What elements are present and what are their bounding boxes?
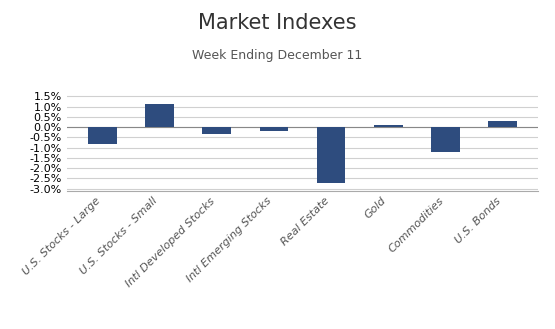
- Text: Market Indexes: Market Indexes: [198, 13, 357, 33]
- Bar: [88, 127, 117, 143]
- Bar: [488, 121, 517, 127]
- Bar: [203, 127, 231, 134]
- Bar: [145, 105, 174, 127]
- Bar: [317, 127, 345, 183]
- Text: Week Ending December 11: Week Ending December 11: [193, 49, 362, 63]
- Bar: [374, 125, 402, 127]
- Bar: [260, 127, 288, 131]
- Bar: [431, 127, 460, 152]
